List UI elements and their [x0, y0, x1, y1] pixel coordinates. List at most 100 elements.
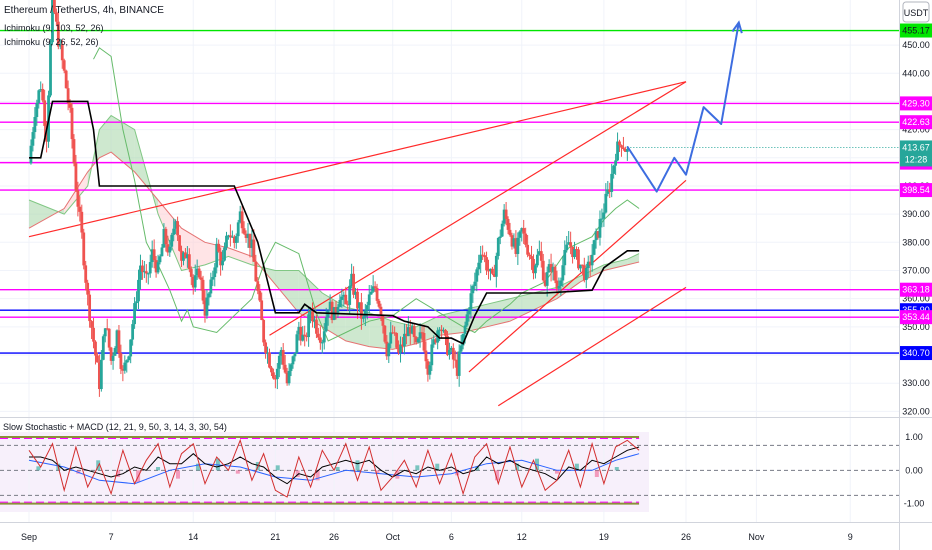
time-tick-label: 21	[270, 532, 280, 542]
candle-body	[316, 333, 320, 338]
candle-body	[189, 269, 193, 277]
cloud-segment	[275, 270, 299, 313]
candle-body	[336, 306, 340, 313]
candle-body	[475, 269, 479, 282]
candle-body	[318, 337, 322, 343]
candle-body	[461, 333, 465, 346]
candle-body	[113, 348, 117, 356]
candle-body	[90, 321, 93, 328]
candle-body	[473, 281, 477, 287]
candle-body	[184, 252, 187, 259]
candle-body	[74, 163, 78, 191]
candle-body	[553, 266, 557, 281]
last-price-value: 413.67	[902, 142, 930, 152]
candle-body	[377, 300, 381, 307]
price-tick-label: 360.00	[902, 294, 930, 304]
candle-body	[131, 324, 135, 340]
candle-body	[107, 328, 111, 348]
candle-body	[338, 299, 342, 307]
candle-body	[573, 249, 576, 258]
candle-body	[33, 117, 37, 133]
candle-body	[195, 268, 199, 276]
macd-histogram-bar	[554, 470, 559, 474]
candle-body	[162, 228, 166, 248]
level-price-labels: 455.17429.30422.63408.28398.54363.18355.…	[900, 23, 932, 361]
candle-body	[395, 333, 399, 348]
trend-line	[269, 81, 687, 336]
projection-path[interactable]	[626, 20, 743, 193]
candle-body	[539, 251, 543, 261]
indicator-stoch-macd[interactable]: Slow Stochastic + MACD (12, 21, 9, 50, 3…	[3, 422, 227, 432]
level-label-text: 340.70	[902, 348, 930, 358]
candle-body	[105, 328, 109, 330]
candle-body	[565, 244, 569, 250]
candle-body	[379, 306, 383, 316]
candle-body	[623, 148, 627, 152]
candle-body	[543, 280, 547, 286]
candle-body	[297, 326, 301, 335]
candle-body	[598, 218, 602, 238]
candle-body	[408, 327, 412, 334]
candle-body	[551, 266, 555, 272]
candle-body	[352, 273, 355, 295]
currency-button[interactable]	[902, 1, 930, 23]
macd-histogram-bar	[335, 467, 340, 471]
candle-body	[197, 268, 201, 278]
candle-body	[371, 286, 375, 292]
candle-body	[614, 160, 618, 166]
candle-body	[215, 243, 219, 268]
time-tick-label: 6	[449, 532, 454, 542]
candle-body	[285, 372, 289, 384]
candle-body	[60, 44, 64, 61]
symbol-title[interactable]: Ethereum / TetherUS, 4h, BINANCE	[4, 5, 164, 16]
candle-body	[305, 335, 309, 338]
candle-body	[92, 327, 95, 342]
price-tick-label: 380.00	[902, 237, 930, 247]
time-axis[interactable]: Sep 7 14 21 26 Oct 6 12 19 26 Nov 9	[21, 532, 853, 542]
candle-body	[485, 257, 488, 271]
candle-body	[361, 316, 365, 319]
candle-body	[221, 260, 224, 266]
candle-body	[96, 355, 99, 363]
time-tick-label: 14	[188, 532, 198, 542]
candle-body	[401, 344, 404, 347]
candle-body	[281, 349, 285, 365]
candle-body	[242, 228, 246, 234]
level-label-text: 422.63	[902, 117, 930, 127]
ichimoku-cloud	[28, 114, 640, 350]
candle-body	[434, 339, 438, 343]
macd-histogram-bar	[515, 463, 520, 471]
time-tick-label: 9	[848, 532, 853, 542]
candle-body	[496, 237, 500, 256]
candle-body	[616, 141, 619, 161]
candle-body	[45, 125, 48, 142]
candle-body	[299, 326, 303, 341]
candle-body	[176, 221, 180, 236]
candle-body	[532, 258, 535, 274]
candle-body	[569, 242, 573, 247]
candle-body	[260, 300, 264, 321]
level-label-text: 429.30	[902, 98, 930, 108]
candle-body	[141, 265, 144, 272]
candle-body	[430, 344, 434, 366]
oscillator-axis[interactable]: 1.00 0.00 -1.00	[904, 432, 925, 509]
candle-body	[522, 228, 526, 234]
osc-tick-label: 0.00	[905, 465, 923, 475]
candle-body	[315, 319, 318, 334]
candle-body	[537, 251, 541, 255]
indicator-ichimoku-2[interactable]: Ichimoku (9, 26, 52, 26)	[4, 37, 99, 47]
candle-body	[139, 265, 142, 280]
candle-body	[144, 271, 148, 274]
projection-arrowhead	[731, 20, 743, 34]
candle-body	[64, 70, 68, 89]
candle-body	[320, 342, 324, 344]
indicator-ichimoku-1[interactable]: Ichimoku (9, 103, 52, 26)	[4, 23, 104, 33]
candle-body	[86, 282, 90, 295]
candle-body	[438, 329, 442, 331]
price-tick-label: 370.00	[902, 265, 930, 275]
candle-body	[252, 239, 256, 262]
level-label-box	[900, 23, 932, 38]
candle-body	[94, 341, 97, 356]
